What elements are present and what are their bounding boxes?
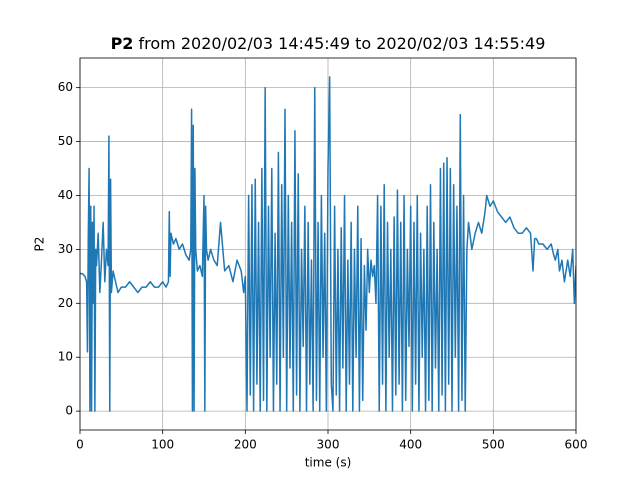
x-tick-label: 200 — [234, 438, 257, 452]
title-bold: P2 — [111, 34, 134, 53]
x-tick-label: 400 — [399, 438, 422, 452]
data-line — [80, 76, 576, 412]
plot-frame — [79, 57, 577, 431]
y-tick-label: 0 — [65, 404, 73, 418]
y-axis-label: P2 — [33, 237, 47, 252]
y-tick-label: 50 — [58, 134, 73, 148]
x-tick-label: 300 — [317, 438, 340, 452]
x-tick-label: 0 — [76, 438, 84, 452]
x-tick-label: 500 — [482, 438, 505, 452]
title-rest: from 2020/02/03 14:45:49 to 2020/02/03 1… — [139, 34, 546, 53]
y-tick-label: 60 — [58, 80, 73, 94]
y-tick-label: 20 — [58, 296, 73, 310]
chart-title: P2 from 2020/02/03 14:45:49 to 2020/02/0… — [111, 34, 546, 53]
y-tick-label: 10 — [58, 350, 73, 364]
x-axis-label: time (s) — [305, 456, 352, 470]
x-tick-label: 100 — [151, 438, 174, 452]
x-tick-label: 600 — [565, 438, 588, 452]
y-tick-label: 40 — [58, 188, 73, 202]
y-tick-label: 30 — [58, 242, 73, 256]
